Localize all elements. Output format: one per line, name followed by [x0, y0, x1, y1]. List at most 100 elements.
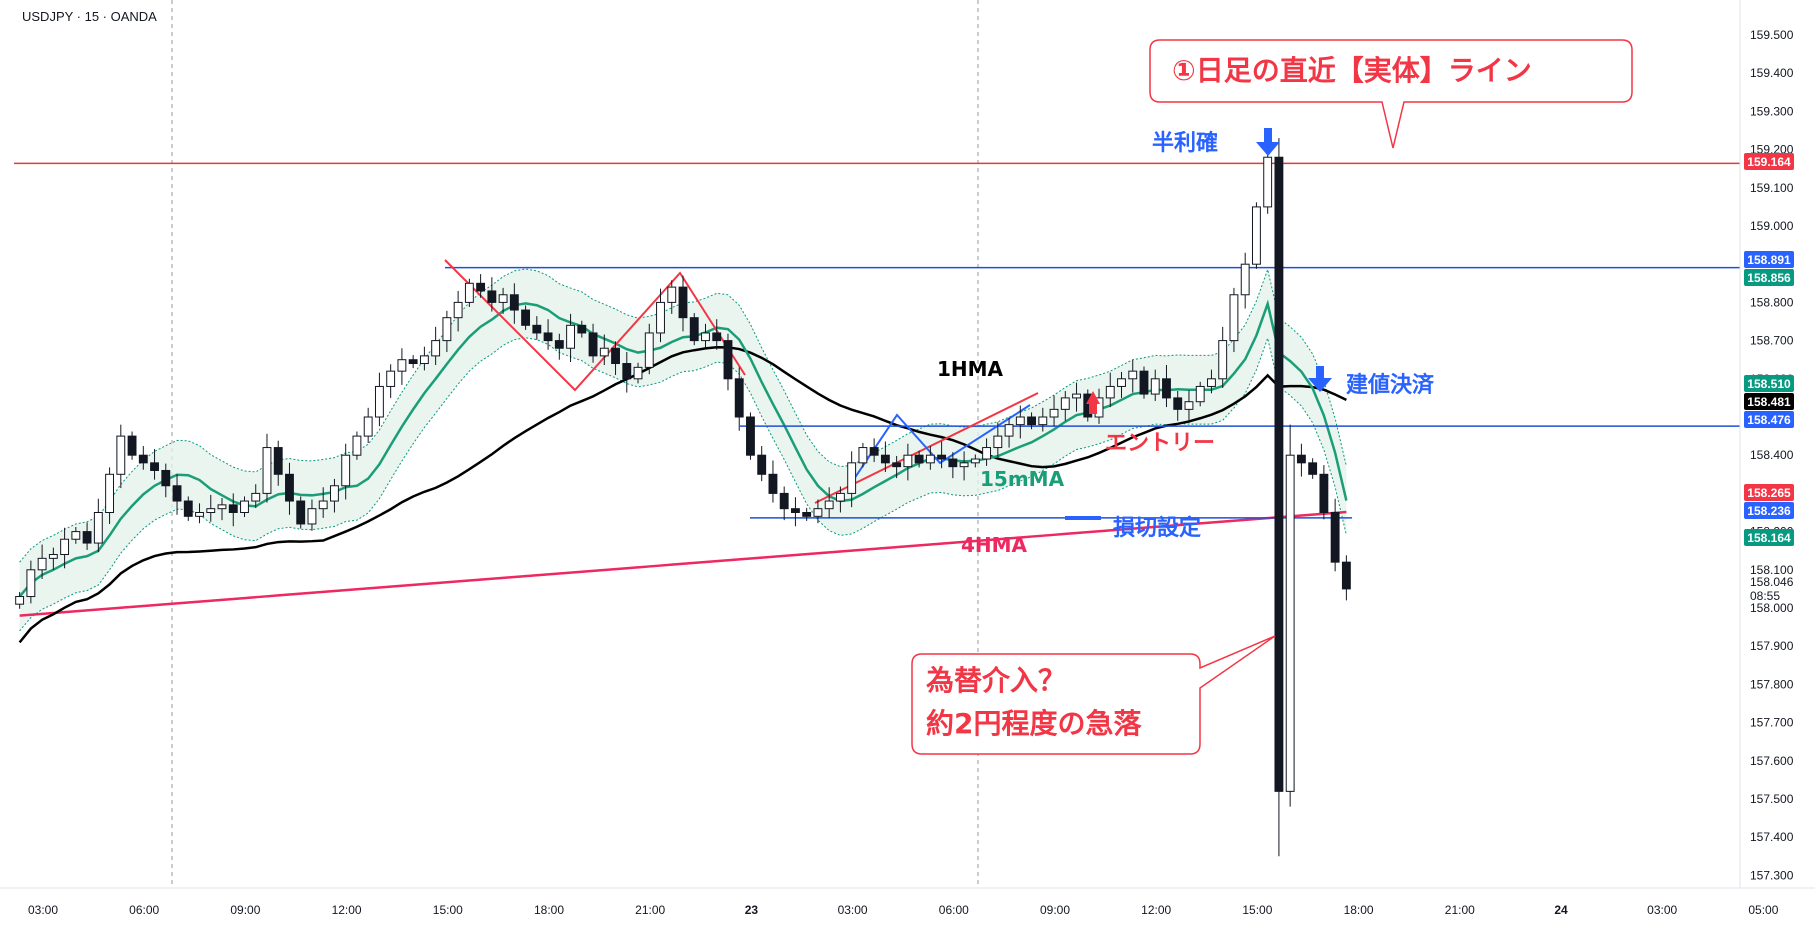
candle[interactable]	[464, 278, 474, 307]
candle[interactable]	[251, 484, 261, 508]
candle[interactable]	[453, 290, 463, 332]
candle[interactable]	[1015, 405, 1025, 439]
candle[interactable]	[285, 462, 294, 515]
candle[interactable]	[599, 334, 609, 366]
candle[interactable]	[183, 496, 193, 521]
candle[interactable]	[532, 316, 542, 340]
candle[interactable]	[566, 313, 575, 362]
candle[interactable]	[1319, 465, 1329, 520]
candle[interactable]	[543, 319, 553, 350]
candle[interactable]	[622, 352, 632, 393]
candle[interactable]	[419, 346, 429, 371]
candle[interactable]	[1240, 252, 1250, 309]
candle[interactable]	[689, 313, 699, 346]
candle[interactable]	[937, 441, 947, 469]
candle[interactable]	[1251, 202, 1261, 269]
candle[interactable]	[431, 326, 441, 366]
candle[interactable]	[397, 348, 407, 385]
candle[interactable]	[577, 320, 587, 338]
candle[interactable]	[318, 487, 328, 518]
candle[interactable]	[1139, 366, 1149, 399]
candle[interactable]	[1173, 391, 1183, 421]
candle[interactable]	[914, 450, 924, 468]
candle[interactable]	[296, 496, 306, 529]
candle[interactable]	[82, 522, 92, 550]
candle[interactable]	[734, 367, 744, 431]
candle[interactable]	[1027, 412, 1036, 430]
candle[interactable]	[262, 433, 272, 503]
time-scale[interactable]: 03:00 06:00 09:00 12:00 15:00 18:00 21:00 23 03:…	[0, 887, 1815, 917]
candle[interactable]	[1229, 287, 1239, 353]
candle[interactable]	[195, 503, 204, 524]
candle[interactable]	[1184, 390, 1194, 424]
candle[interactable]	[172, 474, 182, 515]
candle[interactable]	[26, 560, 36, 604]
candle[interactable]	[768, 460, 778, 503]
candle[interactable]	[802, 507, 812, 521]
candle[interactable]	[712, 319, 722, 350]
candle[interactable]	[15, 591, 25, 609]
candle[interactable]	[37, 544, 47, 579]
candle[interactable]	[667, 280, 677, 314]
candle[interactable]	[656, 288, 665, 343]
candle[interactable]	[442, 310, 452, 353]
candle[interactable]	[824, 487, 834, 518]
candle[interactable]	[408, 355, 418, 369]
candle[interactable]	[71, 527, 81, 544]
candle[interactable]	[1128, 359, 1138, 393]
candle[interactable]	[1038, 407, 1048, 432]
candle[interactable]	[880, 441, 890, 473]
candle[interactable]	[1330, 498, 1340, 572]
candle[interactable]	[847, 451, 857, 508]
candle[interactable]	[509, 283, 519, 324]
candle[interactable]	[1150, 369, 1160, 401]
candle[interactable]	[723, 333, 733, 391]
candle[interactable]	[116, 424, 126, 489]
candle[interactable]	[1218, 326, 1228, 388]
candle[interactable]	[206, 494, 216, 522]
candle[interactable]	[1049, 395, 1059, 427]
candle[interactable]	[60, 527, 70, 569]
candle[interactable]	[892, 455, 902, 479]
candle[interactable]	[150, 449, 159, 480]
candle[interactable]	[341, 443, 351, 500]
candle[interactable]	[487, 277, 497, 312]
candle[interactable]	[240, 496, 249, 518]
candle[interactable]	[1004, 417, 1014, 448]
candle[interactable]	[330, 478, 339, 513]
candle[interactable]	[791, 497, 800, 527]
candle[interactable]	[1285, 424, 1295, 807]
candle[interactable]	[1060, 391, 1070, 421]
candle[interactable]	[746, 412, 755, 460]
candle[interactable]	[228, 493, 238, 527]
price-scale[interactable]: 159.500159.400159.300159.200159.100159.0…	[1739, 0, 1794, 888]
candle[interactable]	[363, 407, 373, 443]
candle[interactable]	[959, 451, 969, 481]
candle[interactable]	[93, 498, 103, 553]
candle[interactable]	[1072, 382, 1081, 412]
candle[interactable]	[757, 446, 767, 482]
candle[interactable]	[217, 497, 227, 521]
candle[interactable]	[588, 323, 598, 363]
candle[interactable]	[970, 454, 980, 468]
candle[interactable]	[869, 438, 879, 463]
candle[interactable]	[1341, 555, 1351, 601]
candle[interactable]	[858, 442, 868, 468]
candle[interactable]	[611, 341, 620, 375]
candle[interactable]	[1263, 148, 1273, 214]
candle[interactable]	[374, 372, 384, 427]
candle[interactable]	[1162, 365, 1171, 408]
candle[interactable]	[1117, 371, 1126, 398]
candlesticks[interactable]	[15, 138, 1351, 857]
candle[interactable]	[701, 323, 710, 348]
candle[interactable]	[48, 547, 58, 570]
candle[interactable]	[925, 446, 935, 470]
candle[interactable]	[105, 467, 115, 524]
candle[interactable]	[554, 333, 564, 360]
candle[interactable]	[1308, 458, 1318, 479]
candle[interactable]	[779, 486, 789, 521]
candle[interactable]	[982, 438, 992, 466]
candle[interactable]	[386, 364, 396, 398]
candle[interactable]	[1105, 372, 1115, 408]
